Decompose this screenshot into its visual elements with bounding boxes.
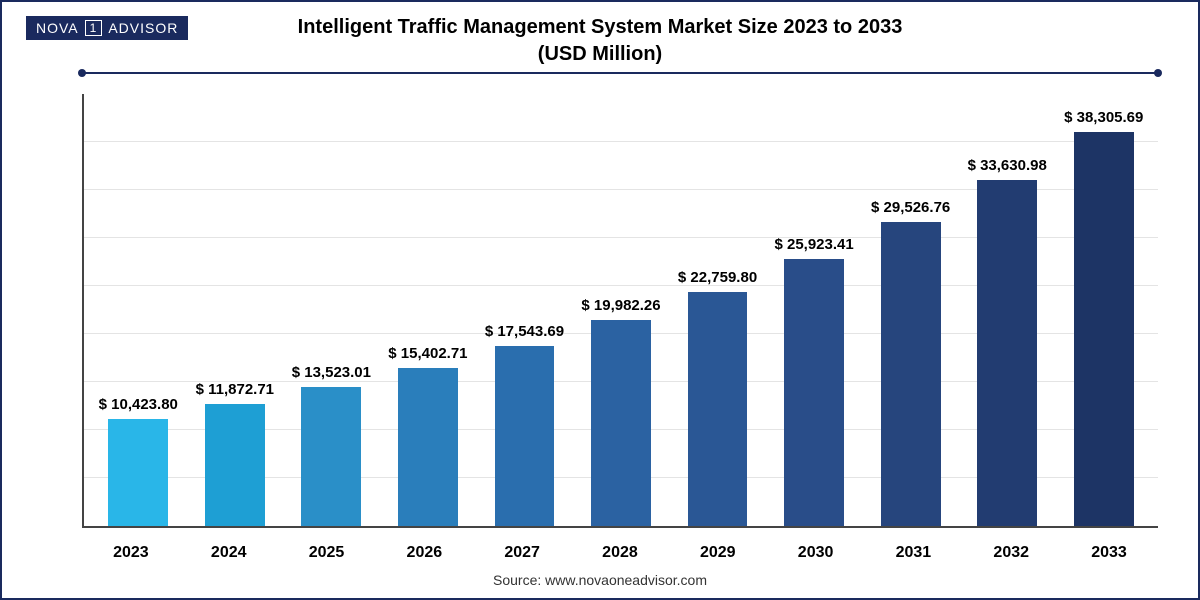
bar-value-label: $ 19,982.26 bbox=[581, 297, 660, 314]
x-tick-label: 2024 bbox=[180, 544, 278, 562]
x-tick-label: 2028 bbox=[571, 544, 669, 562]
bar-value-label: $ 22,759.80 bbox=[678, 269, 757, 286]
bar-rect bbox=[784, 259, 844, 526]
x-tick-label: 2029 bbox=[669, 544, 767, 562]
bar-2028: $ 19,982.26 bbox=[573, 94, 670, 526]
bar-value-label: $ 17,543.69 bbox=[485, 323, 564, 340]
bar-2027: $ 17,543.69 bbox=[476, 94, 573, 526]
bar-rect bbox=[688, 292, 748, 526]
chart-title-line1: Intelligent Traffic Management System Ma… bbox=[2, 14, 1198, 41]
bar-value-label: $ 13,523.01 bbox=[292, 364, 371, 381]
bar-rect bbox=[108, 419, 168, 526]
x-axis: 2023202420252026202720282029203020312032… bbox=[82, 544, 1158, 562]
chart-title: Intelligent Traffic Management System Ma… bbox=[2, 14, 1198, 68]
chart-title-line2: (USD Million) bbox=[2, 41, 1198, 68]
bar-rect bbox=[205, 404, 265, 526]
title-underline bbox=[82, 72, 1158, 74]
bar-value-label: $ 10,423.80 bbox=[99, 396, 178, 413]
x-tick-label: 2027 bbox=[473, 544, 571, 562]
x-tick-label: 2025 bbox=[278, 544, 376, 562]
bar-2026: $ 15,402.71 bbox=[380, 94, 477, 526]
bar-2029: $ 22,759.80 bbox=[669, 94, 766, 526]
bar-2024: $ 11,872.71 bbox=[187, 94, 284, 526]
bar-2030: $ 25,923.41 bbox=[766, 94, 863, 526]
bar-rect bbox=[398, 368, 458, 526]
plot-area: $ 10,423.80 $ 11,872.71 $ 13,523.01 $ 15,40… bbox=[82, 94, 1158, 528]
bar-rect bbox=[881, 222, 941, 526]
bar-rect bbox=[495, 346, 555, 526]
bar-value-label: $ 38,305.69 bbox=[1064, 109, 1143, 126]
bar-value-label: $ 15,402.71 bbox=[388, 345, 467, 362]
bar-2033: $ 38,305.69 bbox=[1055, 94, 1152, 526]
bar-2031: $ 29,526.76 bbox=[862, 94, 959, 526]
x-tick-label: 2031 bbox=[865, 544, 963, 562]
bar-value-label: $ 29,526.76 bbox=[871, 199, 950, 216]
chart-frame: NOVA 1 ADVISOR Intelligent Traffic Manag… bbox=[0, 0, 1200, 600]
x-tick-label: 2033 bbox=[1060, 544, 1158, 562]
bar-rect bbox=[301, 387, 361, 526]
x-tick-label: 2023 bbox=[82, 544, 180, 562]
bar-rect bbox=[591, 320, 651, 526]
bar-series: $ 10,423.80 $ 11,872.71 $ 13,523.01 $ 15,40… bbox=[84, 94, 1158, 526]
bar-value-label: $ 11,872.71 bbox=[196, 381, 274, 398]
bar-value-label: $ 33,630.98 bbox=[968, 157, 1047, 174]
source-citation: Source: www.novaoneadvisor.com bbox=[2, 572, 1198, 588]
bar-2032: $ 33,630.98 bbox=[959, 94, 1056, 526]
x-tick-label: 2026 bbox=[375, 544, 473, 562]
x-tick-label: 2030 bbox=[767, 544, 865, 562]
bar-rect bbox=[1074, 132, 1134, 526]
bar-rect bbox=[977, 180, 1037, 526]
bar-value-label: $ 25,923.41 bbox=[774, 236, 853, 253]
bar-2025: $ 13,523.01 bbox=[283, 94, 380, 526]
x-tick-label: 2032 bbox=[962, 544, 1060, 562]
bar-2023: $ 10,423.80 bbox=[90, 94, 187, 526]
